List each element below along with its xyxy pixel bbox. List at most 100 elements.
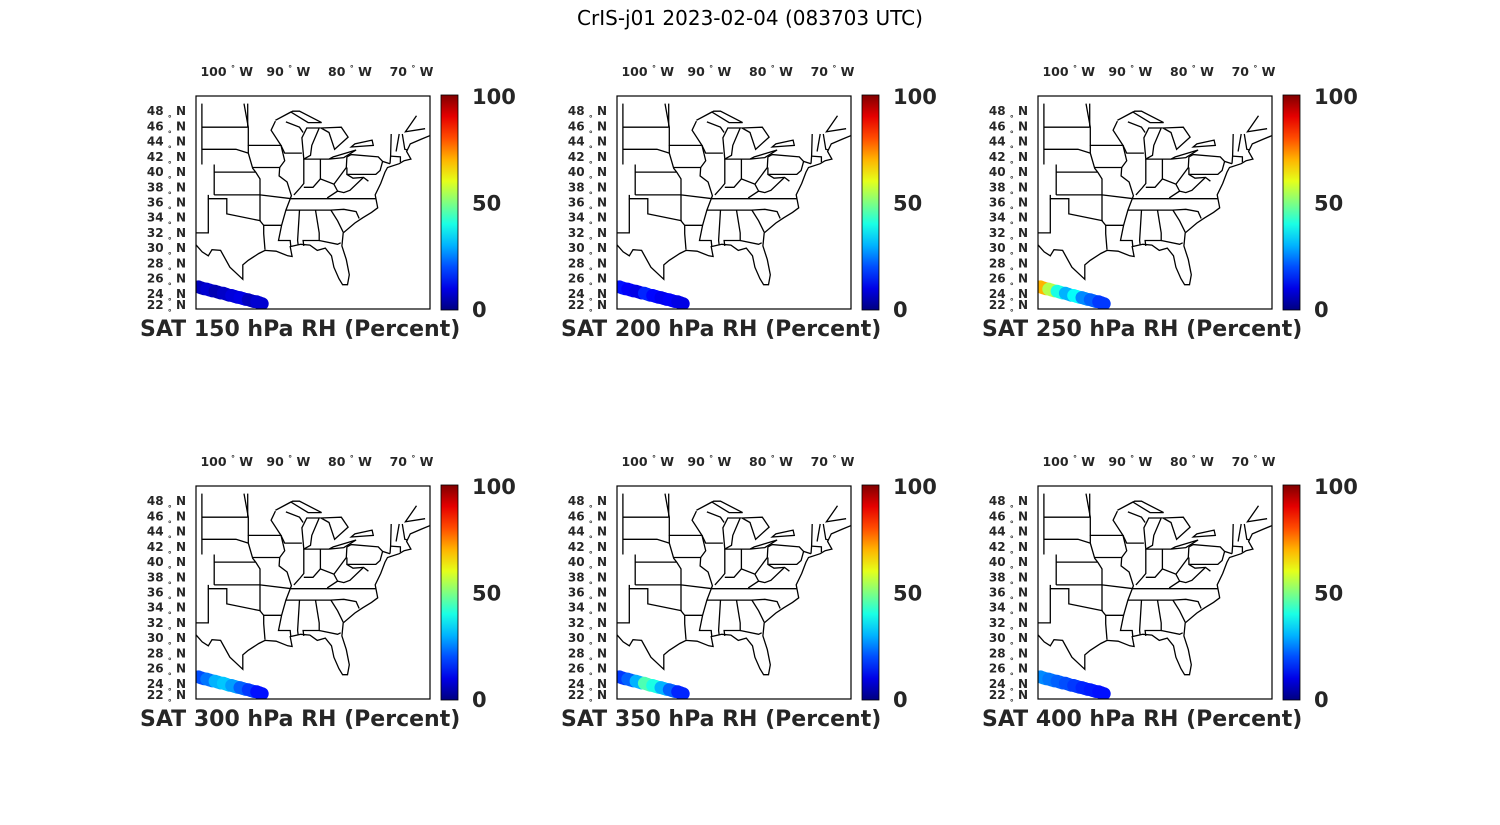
state-border — [277, 167, 293, 247]
state-border — [1089, 145, 1099, 173]
coastline — [617, 134, 851, 286]
state-border — [635, 194, 797, 200]
lon-tick-label: 100 ° W — [621, 64, 674, 79]
state-border — [243, 103, 283, 147]
lon-tick-label: 70 ° W — [390, 64, 434, 79]
lat-tick-label: 44 ° N — [989, 135, 1028, 154]
state-border — [247, 145, 257, 173]
state-border — [680, 194, 687, 250]
lat-tick-label: 44 ° N — [147, 525, 186, 544]
state-border — [1056, 194, 1218, 200]
state-border — [1231, 523, 1234, 554]
colorbar-tick-label: 0 — [472, 298, 487, 322]
lat-tick-label: 26 ° N — [989, 662, 1028, 681]
lat-tick-label: 42 ° N — [989, 540, 1028, 559]
state-border — [255, 561, 261, 585]
state-border — [751, 209, 765, 233]
colorbar — [861, 94, 880, 311]
lat-tick-label: 34 ° N — [147, 601, 186, 620]
lat-tick-label: 30 ° N — [568, 631, 607, 650]
colorbar-tick-label: 100 — [472, 475, 516, 499]
state-border — [754, 546, 769, 575]
lon-tick-label: 80 ° W — [1170, 454, 1214, 469]
state-border — [1122, 535, 1144, 544]
lat-tick-label: 46 ° N — [147, 119, 186, 138]
panel-title: SAT 200 hPa RH (Percent) — [561, 317, 882, 342]
colorbar-tick-label: 0 — [1314, 298, 1329, 322]
lake-outline — [696, 110, 743, 124]
state-border — [816, 133, 821, 152]
map-plot: 100 ° W 90 ° W 80 ° W 70 ° W 48 ° N46 ° N44 … — [568, 64, 937, 322]
state-border — [767, 153, 812, 165]
state-border — [664, 493, 704, 537]
map-panel: 100 ° W 90 ° W 80 ° W 70 ° W 48 ° N 46 ° N 44 … — [561, 445, 937, 735]
map-plot: 100 ° W 90 ° W 80 ° W 70 ° W 48 ° N46 ° N44 … — [989, 454, 1358, 712]
lat-tick-label: 40 ° N — [147, 555, 186, 574]
lon-tick-label: 70 ° W — [811, 454, 855, 469]
state-border — [1188, 173, 1211, 182]
lon-tick-label: 90 ° W — [687, 64, 731, 79]
state-border — [214, 584, 376, 590]
lat-tick-label: 34 ° N — [989, 601, 1028, 620]
state-border — [1038, 198, 1051, 234]
lat-tick-label: 30 ° N — [989, 241, 1028, 260]
state-border — [1161, 548, 1171, 569]
coastline — [617, 524, 851, 676]
state-border — [822, 133, 829, 151]
state-border — [302, 209, 320, 246]
lat-tick-label: 48 ° N — [989, 494, 1028, 513]
lat-tick-label: 32 ° N — [147, 226, 186, 245]
state-border — [303, 178, 339, 199]
lat-tick-label: 36 ° N — [989, 586, 1028, 605]
state-border — [207, 194, 261, 222]
colorbar-tick-label: 0 — [893, 298, 908, 322]
state-border — [1119, 167, 1135, 247]
state-border — [1145, 178, 1181, 199]
state-border — [698, 557, 714, 637]
lake-outline — [1160, 126, 1191, 151]
lake-outline — [749, 539, 778, 550]
state-border — [252, 535, 286, 559]
state-border — [346, 173, 369, 182]
state-border — [1094, 145, 1128, 169]
state-border — [1231, 133, 1234, 164]
colorbar-tick-label: 50 — [472, 582, 501, 606]
lat-tick-label: 46 ° N — [989, 509, 1028, 528]
state-border — [744, 208, 781, 219]
map-plot: 100 ° W 90 ° W 80 ° W 70 ° W 48 ° N46 ° N44 … — [147, 64, 516, 322]
state-border — [751, 599, 765, 623]
state-border — [676, 561, 682, 585]
state-border — [319, 548, 329, 569]
state-border — [333, 156, 348, 185]
state-border — [717, 600, 722, 636]
state-border — [1237, 523, 1242, 542]
colorbar-tick-label: 100 — [893, 85, 937, 109]
lat-tick-label: 28 ° N — [147, 646, 186, 665]
lake-outline — [1160, 516, 1191, 541]
state-border — [323, 598, 360, 609]
state-border — [1135, 159, 1147, 196]
lon-tick-label: 70 ° W — [1232, 454, 1276, 469]
coastline — [1038, 524, 1272, 676]
state-border — [740, 548, 750, 569]
lat-tick-label: 48 ° N — [989, 104, 1028, 123]
state-border — [1038, 588, 1051, 624]
lat-tick-label: 24 ° N — [989, 287, 1028, 306]
state-border — [628, 584, 682, 612]
lat-tick-label: 32 ° N — [989, 616, 1028, 635]
state-border — [1127, 511, 1146, 523]
lake-outline — [722, 517, 742, 551]
colorbar-tick-label: 50 — [893, 582, 922, 606]
basemap — [1038, 103, 1272, 309]
lat-tick-label: 38 ° N — [989, 570, 1028, 589]
state-border — [390, 545, 402, 553]
state-border — [816, 523, 821, 542]
lon-tick-label: 70 ° W — [390, 454, 434, 469]
lat-tick-label: 30 ° N — [147, 241, 186, 260]
state-border — [1237, 133, 1242, 152]
lat-tick-label: 22 ° N — [568, 298, 607, 317]
lat-tick-label: 32 ° N — [147, 616, 186, 635]
coastline — [196, 524, 430, 676]
rh-footprint — [676, 687, 690, 699]
lat-tick-label: 28 ° N — [989, 646, 1028, 665]
